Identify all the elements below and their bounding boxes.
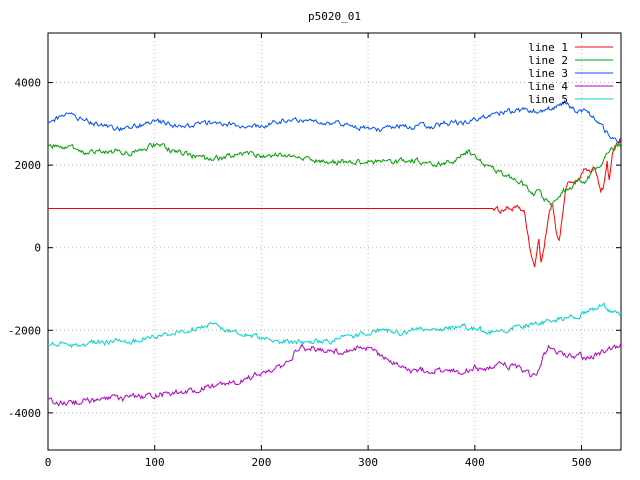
y-tick-label: 0	[34, 242, 41, 255]
y-tick-label: -4000	[8, 407, 41, 420]
y-tick-label: 4000	[15, 77, 42, 90]
series-line-2	[48, 142, 621, 207]
x-tick-label: 300	[358, 456, 378, 469]
plot-border	[47, 32, 622, 451]
y-tick-label: 2000	[15, 159, 42, 172]
legend-label-3: line 3	[528, 67, 568, 80]
x-tick-label: 400	[465, 456, 485, 469]
series-line-4	[48, 342, 621, 407]
x-tick-label: 100	[145, 456, 165, 469]
x-tick-label: 500	[572, 456, 592, 469]
series-line-3	[48, 99, 621, 143]
legend-label-5: line 5	[528, 93, 568, 106]
y-tick-label: -2000	[8, 324, 41, 337]
chart-title: p5020_01	[308, 10, 361, 23]
legend-label-1: line 1	[528, 41, 568, 54]
legend-label-4: line 4	[528, 80, 568, 93]
series-line-5	[48, 302, 621, 349]
series-line-1	[48, 138, 621, 268]
legend-label-2: line 2	[528, 54, 568, 67]
x-tick-label: 0	[45, 456, 52, 469]
x-tick-label: 200	[251, 456, 271, 469]
